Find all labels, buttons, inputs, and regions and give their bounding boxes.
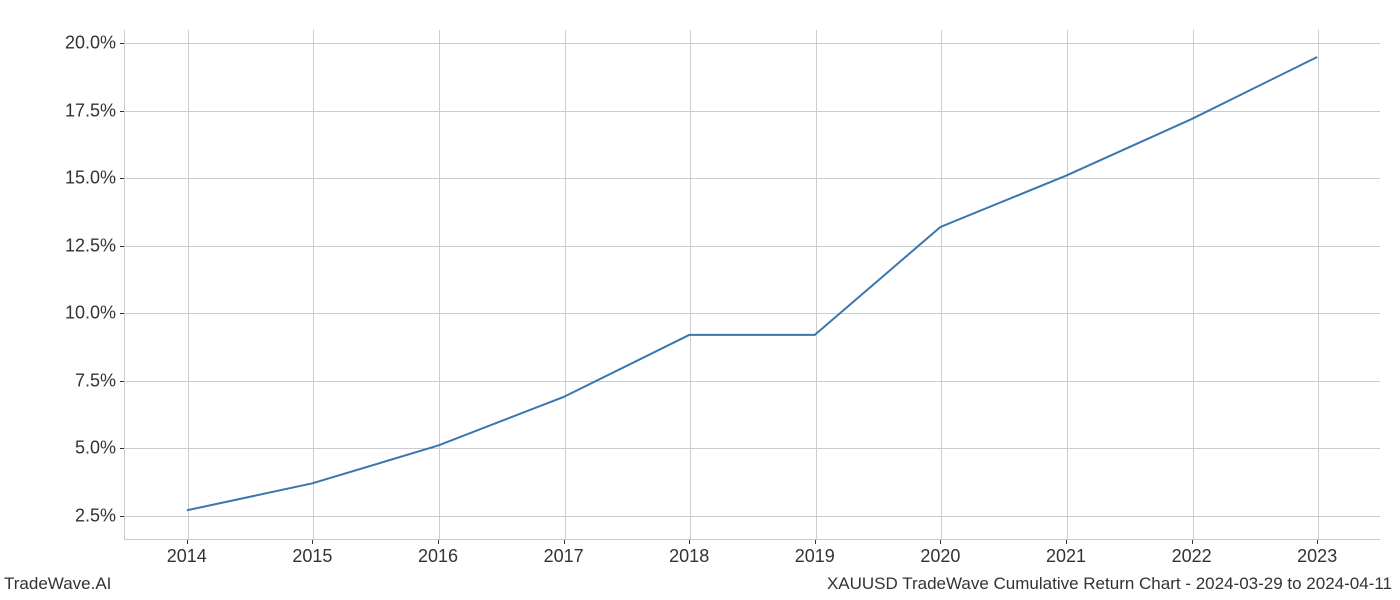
x-tick-mark xyxy=(940,540,941,544)
chart-svg xyxy=(124,30,1380,540)
y-tick-mark xyxy=(120,313,124,314)
x-tick-label: 2018 xyxy=(669,546,709,567)
y-tick-label: 15.0% xyxy=(36,168,116,189)
y-tick-label: 10.0% xyxy=(36,303,116,324)
y-tick-mark xyxy=(120,448,124,449)
x-tick-mark xyxy=(187,540,188,544)
y-tick-mark xyxy=(120,111,124,112)
y-tick-mark xyxy=(120,381,124,382)
y-tick-label: 5.0% xyxy=(36,438,116,459)
x-tick-mark xyxy=(815,540,816,544)
y-tick-mark xyxy=(120,516,124,517)
y-tick-mark xyxy=(120,178,124,179)
x-tick-mark xyxy=(564,540,565,544)
y-tick-label: 17.5% xyxy=(36,100,116,121)
footer-brand: TradeWave.AI xyxy=(4,574,111,594)
x-tick-label: 2019 xyxy=(795,546,835,567)
x-tick-label: 2021 xyxy=(1046,546,1086,567)
x-tick-mark xyxy=(689,540,690,544)
x-tick-label: 2014 xyxy=(167,546,207,567)
x-tick-mark xyxy=(1066,540,1067,544)
x-tick-mark xyxy=(438,540,439,544)
x-tick-label: 2016 xyxy=(418,546,458,567)
x-tick-mark xyxy=(312,540,313,544)
x-tick-mark xyxy=(1192,540,1193,544)
x-tick-label: 2020 xyxy=(920,546,960,567)
x-tick-mark xyxy=(1317,540,1318,544)
y-tick-mark xyxy=(120,43,124,44)
y-tick-label: 20.0% xyxy=(36,33,116,54)
y-tick-label: 7.5% xyxy=(36,370,116,391)
x-tick-label: 2017 xyxy=(544,546,584,567)
y-tick-label: 2.5% xyxy=(36,505,116,526)
y-tick-label: 12.5% xyxy=(36,235,116,256)
x-tick-label: 2023 xyxy=(1297,546,1337,567)
x-tick-label: 2015 xyxy=(292,546,332,567)
footer-caption: XAUUSD TradeWave Cumulative Return Chart… xyxy=(827,574,1392,594)
y-tick-mark xyxy=(120,246,124,247)
series-line xyxy=(187,57,1317,510)
x-tick-label: 2022 xyxy=(1172,546,1212,567)
